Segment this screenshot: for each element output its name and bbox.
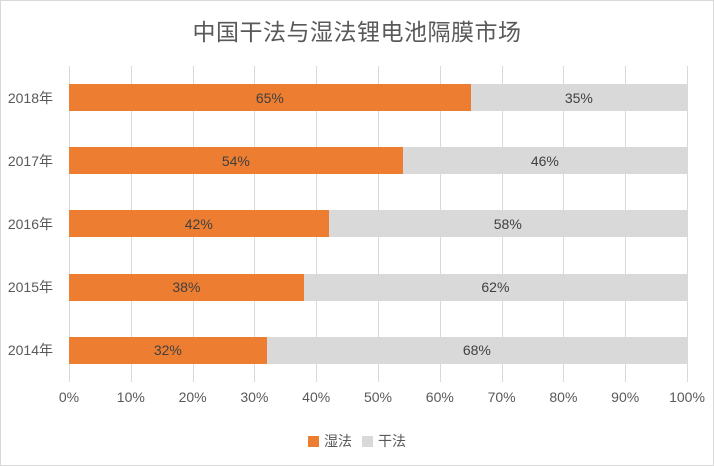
bar-segment-dry: 35%: [470, 84, 687, 112]
bar-stack: 38% 62%: [69, 273, 687, 301]
bar-row: 65% 35%: [69, 66, 687, 129]
x-axis-tick-label: 80%: [549, 389, 578, 405]
segment-data-label: 32%: [153, 342, 182, 359]
y-axis-label: 2016年: [7, 215, 53, 232]
bar-segment-wet: 54%: [69, 147, 403, 175]
bar-stack: 65% 35%: [69, 84, 687, 112]
bar-segment-dry: 68%: [266, 336, 687, 364]
gridline: [687, 66, 688, 382]
segment-data-label: 62%: [481, 279, 510, 296]
x-axis-tick-label: 30%: [240, 389, 269, 405]
legend: 湿法 干法: [1, 431, 713, 451]
bar-segment-dry: 58%: [328, 210, 687, 238]
bar-row: 54% 46%: [69, 129, 687, 192]
legend-swatch-icon: [308, 435, 319, 447]
legend-item-wet: 湿法: [308, 431, 352, 451]
segment-data-label: 65%: [255, 89, 284, 106]
bar-segment-dry: 62%: [303, 273, 687, 301]
segment-data-label: 68%: [462, 342, 491, 359]
legend-label: 湿法: [324, 433, 352, 449]
bar-segment-wet: 42%: [69, 210, 329, 238]
bar-segment-dry: 46%: [402, 147, 687, 175]
bar-row: 38% 62%: [69, 256, 687, 319]
legend-label: 干法: [378, 433, 406, 449]
segment-data-label: 38%: [172, 279, 201, 296]
y-axis-label: 2014年: [7, 342, 53, 359]
segment-data-label: 42%: [184, 215, 213, 232]
x-axis-tick-label: 10%: [116, 389, 145, 405]
chart-title: 中国干法与湿法锂电池隔膜市场: [192, 19, 522, 45]
x-axis: 0% 10% 20% 30% 40% 50% 60% 70% 80% 90% 100%: [59, 389, 705, 409]
y-axis-label: 2018年: [7, 89, 53, 106]
bar-stack: 32% 68%: [69, 336, 687, 364]
y-axis-label: 2015年: [7, 279, 53, 296]
bar-segment-wet: 32%: [69, 336, 267, 364]
x-axis-tick-label: 90%: [611, 389, 640, 405]
x-axis-tick-label: 20%: [178, 389, 207, 405]
plot-area: 65% 35% 54% 46% 42% 58% 38% 62% 32% 68%: [69, 66, 688, 382]
legend-swatch-icon: [362, 435, 373, 447]
x-axis-tick-label: 70%: [487, 389, 516, 405]
segment-data-label: 46%: [530, 152, 559, 169]
segment-data-label: 54%: [221, 152, 250, 169]
y-axis-label: 2017年: [7, 152, 53, 169]
segment-data-label: 35%: [564, 89, 593, 106]
bar-segment-wet: 38%: [69, 273, 304, 301]
x-axis-tick-label: 60%: [425, 389, 454, 405]
bar-row: 42% 58%: [69, 192, 687, 255]
y-axis: 2018年 2017年 2016年 2015年 2014年: [1, 66, 61, 382]
legend-item-dry: 干法: [362, 431, 406, 451]
bar-stack: 54% 46%: [69, 147, 687, 175]
segment-data-label: 58%: [493, 215, 522, 232]
x-axis-tick-label: 40%: [302, 389, 331, 405]
x-axis-tick-label: 100%: [669, 389, 705, 405]
x-axis-tick-label: 50%: [363, 389, 393, 405]
x-axis-tick-label: 0%: [58, 389, 80, 405]
bar-row: 32% 68%: [69, 319, 687, 382]
bar-stack: 42% 58%: [69, 210, 687, 238]
bar-segment-wet: 65%: [69, 84, 471, 112]
